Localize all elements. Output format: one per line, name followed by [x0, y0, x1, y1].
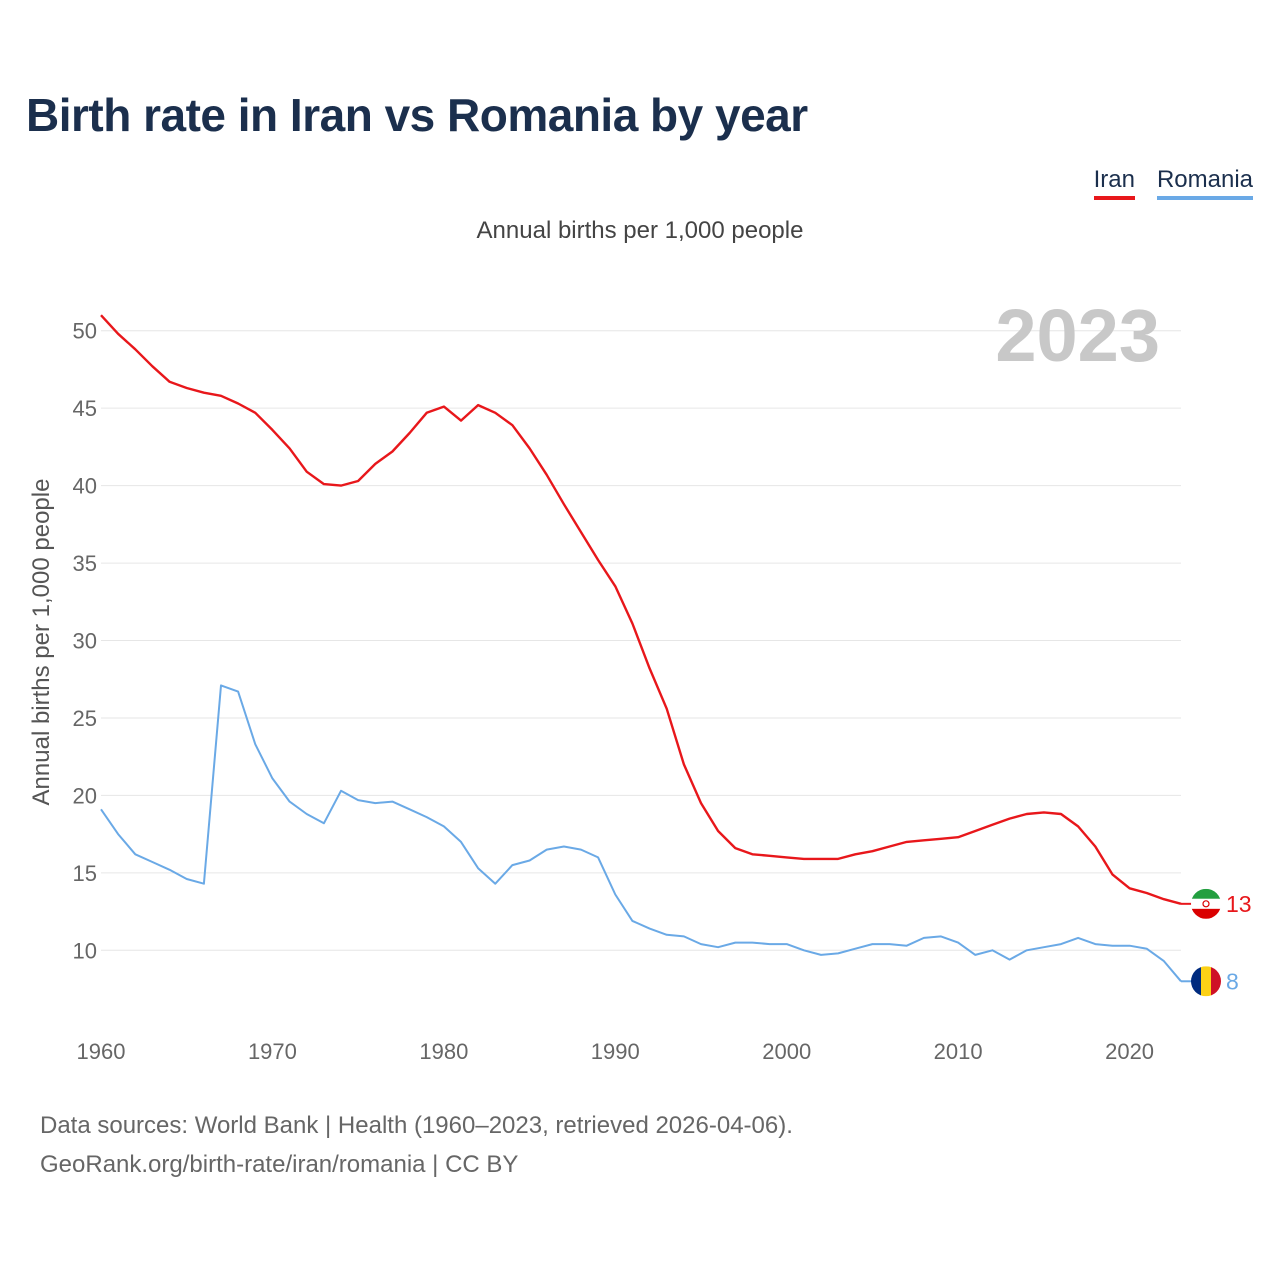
- y-tick-label-10: 10: [73, 938, 97, 963]
- series-line-iran[interactable]: [100, 314, 1182, 905]
- x-axis-ticks: 1960 1970 1980 1990 2000 2010 2020: [77, 1039, 1155, 1064]
- end-value-label-romania: 8: [1226, 968, 1239, 994]
- chart-subtitle: Annual births per 1,000 people: [476, 217, 804, 244]
- x-tick-label-2010: 2010: [934, 1039, 983, 1064]
- y-tick-label-50: 50: [73, 319, 97, 344]
- series-end-markers: 13 8: [1181, 888, 1252, 997]
- series-line-romania[interactable]: [100, 684, 1182, 982]
- y-tick-label-40: 40: [73, 474, 97, 499]
- legend-item-romania[interactable]: Romania: [1156, 166, 1253, 200]
- x-tick-label-1990: 1990: [591, 1039, 640, 1064]
- y-axis-ticks: 10 15 20 25 30 35 40 45 50: [73, 319, 97, 964]
- y-tick-label-25: 25: [73, 706, 97, 731]
- footer: Data sources: World Bank | Health (1960–…: [40, 1106, 793, 1184]
- series-lines: [100, 314, 1182, 982]
- x-tick-label-2000: 2000: [762, 1039, 811, 1064]
- romania-flag-icon: [1191, 966, 1221, 997]
- x-tick-label-1960: 1960: [77, 1039, 126, 1064]
- x-tick-label-1970: 1970: [248, 1039, 297, 1064]
- y-tick-label-35: 35: [73, 551, 97, 576]
- chart-title: Birth rate in Iran vs Romania by year: [26, 89, 808, 141]
- footer-sources: Data sources: World Bank | Health (1960–…: [40, 1112, 793, 1139]
- y-tick-label-20: 20: [73, 783, 97, 808]
- end-value-label-iran: 13: [1226, 891, 1252, 917]
- x-tick-label-2020: 2020: [1105, 1039, 1154, 1064]
- y-tick-label-45: 45: [73, 396, 97, 421]
- y-tick-label-30: 30: [73, 629, 97, 654]
- x-tick-label-1980: 1980: [419, 1039, 468, 1064]
- footer-url[interactable]: GeoRank.org/birth-rate/iran/romania | CC…: [40, 1151, 519, 1178]
- legend: Iran Romania: [1093, 166, 1253, 200]
- iran-flag-icon: [1191, 888, 1221, 919]
- legend-item-iran[interactable]: Iran: [1093, 166, 1135, 200]
- gridlines: [101, 330, 1181, 951]
- year-label: 2023: [995, 294, 1160, 377]
- y-tick-label-15: 15: [73, 861, 97, 886]
